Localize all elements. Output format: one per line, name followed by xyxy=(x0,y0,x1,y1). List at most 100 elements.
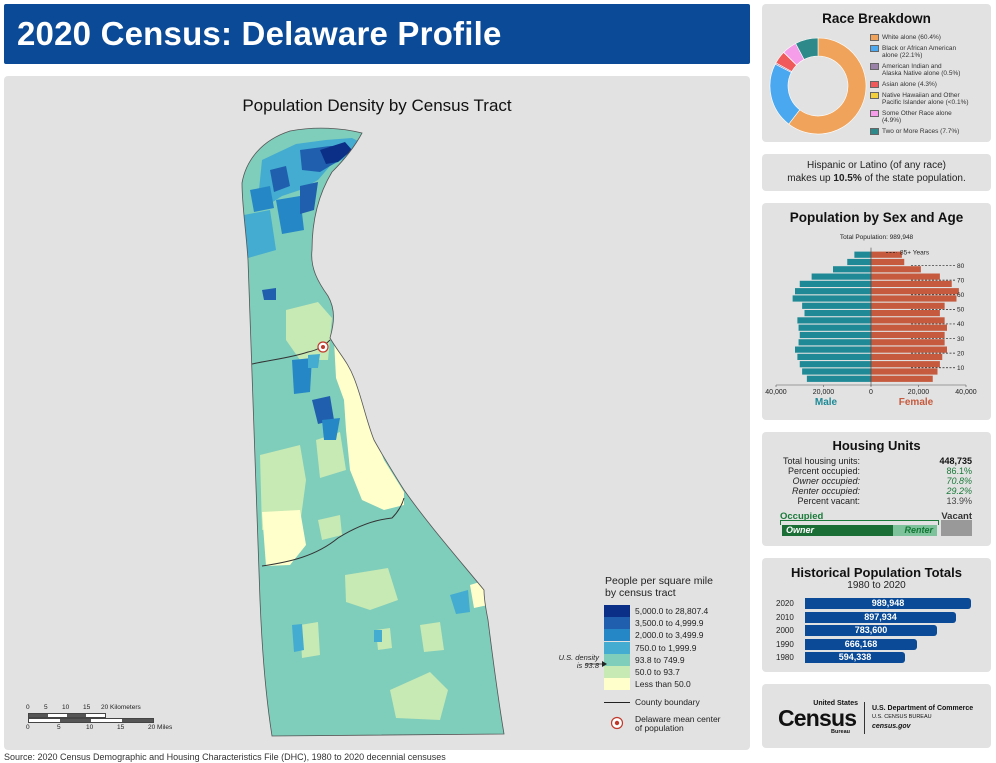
pyramid-bar-male xyxy=(804,310,871,317)
map-legend-item: 750.0 to 1,999.9 xyxy=(604,641,744,654)
housing-row-value: 448,735 xyxy=(939,456,972,466)
map-legend-label: Less than 50.0 xyxy=(635,679,691,690)
pyramid-male-label: Male xyxy=(815,397,838,408)
housing-row-value: 13.9% xyxy=(946,496,972,506)
race-legend-item: Some Other Race alone (4.9%) xyxy=(870,110,990,124)
historical-year: 1980 xyxy=(776,653,794,663)
us-density-note: U.S. density is 93.8 xyxy=(558,653,599,670)
housing-title: Housing Units xyxy=(832,438,921,453)
race-legend: White alone (60.4%) Black or African Amer… xyxy=(870,34,990,139)
map-legend-title: People per square mile by census tract xyxy=(605,575,713,599)
map-tract-medium xyxy=(374,630,382,642)
pyramid-bar-female xyxy=(871,273,940,280)
pyramid-bar-female xyxy=(871,331,945,339)
historical-subtitle: 1980 to 2020 xyxy=(847,580,906,591)
historical-panel: Historical Population Totals 1980 to 202… xyxy=(762,558,991,672)
vacant-bar xyxy=(941,520,972,536)
pyramid-age-tick: 60 xyxy=(957,292,965,299)
map-legend-item: Less than 50.0 xyxy=(604,678,744,691)
map-tract-dense xyxy=(250,186,274,212)
pyramid-bar-female xyxy=(871,368,938,375)
pyramid-bar-female xyxy=(871,288,959,295)
housing-row-label: Total housing units: xyxy=(782,456,860,466)
race-title: Race Breakdown xyxy=(822,11,931,26)
pyramid-x-tick: 20,000 xyxy=(908,389,930,396)
pyramid-bar-male xyxy=(798,324,871,331)
pyramid-bar-male xyxy=(811,273,871,280)
historical-year: 2000 xyxy=(776,626,794,636)
pyramid-bar-female xyxy=(871,302,945,309)
pyramid-age-tick: 70 xyxy=(957,277,965,284)
historical-title: Historical Population Totals xyxy=(791,565,962,580)
map-legend-label: 50.0 to 93.7 xyxy=(635,667,680,677)
page-title: 2020 Census: Delaware Profile xyxy=(17,15,502,52)
map-legend-swatch xyxy=(604,617,630,630)
map-legend-swatch xyxy=(604,678,630,691)
renter-bar: Renter xyxy=(893,525,937,536)
pyramid-bar-male xyxy=(792,295,871,302)
map-legend-swatch xyxy=(604,653,630,666)
scale-km-bar xyxy=(28,713,106,718)
pyramid-bar-female xyxy=(871,258,905,266)
race-panel: Race Breakdown White alone (60.4%) Black … xyxy=(762,4,991,142)
pyramid-bar-male xyxy=(799,331,871,339)
pyramid-bar-female xyxy=(871,317,945,324)
housing-row: Percent vacant: 13.9% xyxy=(762,496,991,506)
pyramid-bar-female xyxy=(871,346,947,353)
mean-center-dot xyxy=(321,345,325,349)
pyramid-x-tick: 40,000 xyxy=(955,389,977,396)
pyramid-x-tick: 40,000 xyxy=(765,389,787,396)
pyramid-bar-male xyxy=(798,339,871,346)
historical-year: 1990 xyxy=(776,639,794,649)
state-outline xyxy=(241,127,505,737)
pyramid-bar-male xyxy=(795,346,871,353)
pyramid-bar-male xyxy=(806,375,871,382)
map-title: Population Density by Census Tract xyxy=(242,96,512,115)
map-legend-swatch xyxy=(604,605,630,617)
pyramid-bar-female xyxy=(871,353,943,360)
map-legend-swatch xyxy=(604,641,630,654)
map-tract-light xyxy=(316,432,346,478)
historical-bar: 666,168 xyxy=(805,638,917,650)
map-legend-swatch xyxy=(604,666,630,678)
housing-row-value: 29.2% xyxy=(946,486,972,496)
race-legend-item: Native Hawaiian and Other Pacific Islande… xyxy=(870,92,990,106)
census-logo: United States Census Bureau xyxy=(778,700,858,735)
hispanic-line1: Hispanic or Latino (of any race) xyxy=(807,160,946,171)
housing-row: Renter occupied: 29.2% xyxy=(762,486,991,496)
us-density-arrow xyxy=(585,661,607,667)
pyramid-age-tick: 20 xyxy=(957,350,965,357)
historical-bar: 989,948 xyxy=(805,598,971,609)
map-tract-dense xyxy=(322,418,340,440)
county-boundary-legend: County boundary xyxy=(604,697,744,709)
map-legend-item: 5,000.0 to 28,807.4 xyxy=(604,605,744,617)
pyramid-bar-female xyxy=(871,361,940,368)
map-tract-light xyxy=(260,445,306,530)
pyramid-age-tick: 10 xyxy=(957,365,965,372)
map-tract-yellow xyxy=(262,510,306,566)
pyramid-bar-female xyxy=(871,324,947,331)
race-donut-chart xyxy=(769,37,867,135)
map-tract-high xyxy=(270,166,290,192)
mean-center-legend: Delaware mean center of population xyxy=(604,714,744,736)
map-legend-label: 750.0 to 1,999.9 xyxy=(635,642,697,653)
pyramid-bar-male xyxy=(802,368,871,375)
housing-row: Percent occupied: 86.1% xyxy=(762,466,991,476)
housing-row-label: Owner occupied: xyxy=(792,476,860,486)
occupied-label: Occupied xyxy=(780,511,824,522)
housing-row-value: 86.1% xyxy=(946,466,972,476)
map-tract-light xyxy=(345,568,398,610)
county-boundary-line xyxy=(261,497,405,567)
pyramid-title: Population by Sex and Age xyxy=(789,210,964,225)
pyramid-total: Total Population: 989,948 xyxy=(839,234,914,241)
pyramid-panel: Population by Sex and Age Total Populati… xyxy=(762,203,991,420)
pyramid-x-tick: 20,000 xyxy=(813,389,835,396)
pyramid-bar-female xyxy=(871,310,940,317)
pyramid-bar-female xyxy=(871,251,902,258)
scale-km-labels: 0 5 10 15 20 Kilometers xyxy=(26,704,141,711)
historical-bar: 783,600 xyxy=(805,625,937,637)
pyramid-bar-male xyxy=(797,353,871,360)
housing-row: Total housing units: 448,735 xyxy=(762,456,991,466)
map-legend-label: 5,000.0 to 28,807.4 xyxy=(635,606,709,616)
pyramid-x-tick: 0 xyxy=(869,389,873,396)
